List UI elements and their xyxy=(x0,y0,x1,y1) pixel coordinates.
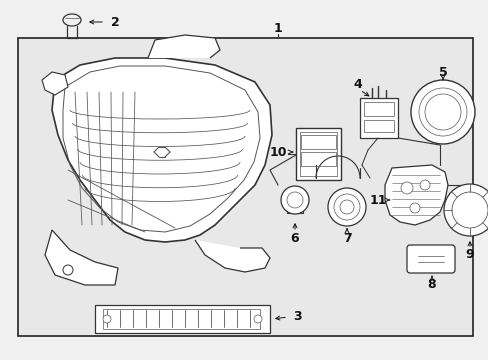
Circle shape xyxy=(400,182,412,194)
Bar xyxy=(95,305,269,333)
Circle shape xyxy=(410,80,474,144)
Text: 1: 1 xyxy=(273,22,282,35)
Bar xyxy=(363,102,393,116)
Bar xyxy=(301,152,335,166)
Text: 5: 5 xyxy=(438,66,447,78)
PathPatch shape xyxy=(45,230,118,285)
Circle shape xyxy=(253,315,262,323)
Circle shape xyxy=(443,184,488,236)
PathPatch shape xyxy=(42,72,68,95)
Circle shape xyxy=(281,186,308,214)
Bar xyxy=(299,132,336,176)
Text: 7: 7 xyxy=(342,231,351,244)
Text: 8: 8 xyxy=(427,279,435,292)
Bar xyxy=(18,38,472,336)
Bar xyxy=(359,98,397,138)
Text: 6: 6 xyxy=(290,231,299,244)
Bar xyxy=(301,135,335,149)
Text: 4: 4 xyxy=(353,78,362,91)
Circle shape xyxy=(63,265,73,275)
PathPatch shape xyxy=(52,58,271,242)
Circle shape xyxy=(419,180,429,190)
Text: 9: 9 xyxy=(465,248,473,261)
PathPatch shape xyxy=(148,35,220,58)
PathPatch shape xyxy=(384,165,447,225)
Circle shape xyxy=(327,188,365,226)
Text: 10: 10 xyxy=(269,145,286,158)
Text: 3: 3 xyxy=(293,310,302,324)
PathPatch shape xyxy=(195,240,269,272)
Bar xyxy=(103,309,260,329)
Bar xyxy=(295,128,340,180)
Bar xyxy=(286,193,303,213)
Bar xyxy=(363,120,393,132)
Text: 11: 11 xyxy=(368,194,386,207)
Text: 2: 2 xyxy=(110,15,119,28)
Circle shape xyxy=(409,203,419,213)
FancyBboxPatch shape xyxy=(406,245,454,273)
Circle shape xyxy=(103,315,111,323)
